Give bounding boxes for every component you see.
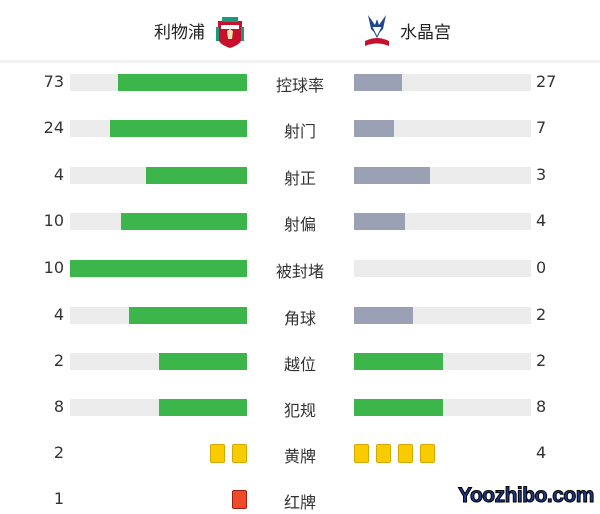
stat-row: 73 控球率 27	[0, 67, 600, 97]
home-bar-track	[70, 74, 247, 91]
stat-row: 4 射正 3	[0, 160, 600, 190]
stat-label: 角球	[283, 309, 316, 328]
yellow-card-row: 2 黄牌 4	[0, 438, 600, 468]
away-value: 2	[536, 351, 547, 370]
watermark: Yoozhibo.com	[458, 484, 595, 508]
home-bar-track	[70, 213, 247, 230]
stat-row: 10 被封堵 0	[0, 253, 600, 283]
match-header: 利物浦 水晶宫	[0, 0, 600, 63]
stat-row: 24 射门 7	[0, 113, 600, 143]
away-bar-track	[354, 307, 531, 324]
stat-row: 4 角球 2	[0, 300, 600, 330]
away-bar-fill	[354, 307, 413, 324]
away-value: 27	[536, 72, 557, 91]
home-value: 24	[43, 118, 64, 137]
away-value: 3	[536, 165, 547, 184]
stat-label: 射门	[283, 122, 316, 141]
away-value: 4	[536, 211, 547, 230]
crystal-palace-crest-icon	[365, 15, 389, 46]
home-value: 2	[53, 443, 64, 462]
stat-row: 8 犯规 8	[0, 392, 600, 422]
away-bar-track	[354, 167, 531, 184]
stat-label: 黄牌	[283, 447, 316, 466]
away-bar-fill	[354, 74, 402, 91]
away-value: 7	[536, 118, 547, 137]
home-value: 8	[53, 397, 64, 416]
away-bar-track	[354, 120, 531, 137]
stat-label: 射正	[283, 169, 316, 188]
home-bar-fill	[158, 353, 247, 370]
home-bar-track	[70, 260, 247, 277]
stat-label: 犯规	[283, 401, 316, 420]
home-value: 10	[43, 211, 64, 230]
stat-row: 2 越位 2	[0, 346, 600, 376]
home-bar-fill	[70, 260, 247, 277]
yellow-card-icon	[376, 444, 391, 463]
away-bar-track	[354, 399, 531, 416]
home-value: 10	[43, 258, 64, 277]
home-bar-fill	[145, 167, 247, 184]
stat-label: 越位	[283, 355, 316, 374]
away-bar-track	[354, 260, 531, 277]
away-bar-track	[354, 353, 531, 370]
away-value: 2	[536, 305, 547, 324]
away-bar-fill	[354, 399, 443, 416]
home-bar-track	[70, 353, 247, 370]
liverpool-crest-icon	[216, 17, 244, 48]
stat-row: 10 射偏 4	[0, 206, 600, 236]
home-bar-track	[70, 120, 247, 137]
home-bar-fill	[158, 399, 247, 416]
red-card-icon	[232, 490, 247, 509]
away-value: 8	[536, 397, 547, 416]
away-bar-fill	[354, 167, 430, 184]
stat-label: 被封堵	[275, 262, 324, 281]
home-bar-fill	[117, 74, 247, 91]
yellow-card-icon	[354, 444, 369, 463]
away-bar-fill	[354, 120, 394, 137]
away-bar-fill	[354, 353, 443, 370]
stat-label: 红牌	[283, 493, 316, 512]
stat-label: 控球率	[275, 76, 324, 95]
away-team-name: 水晶宫	[400, 23, 451, 43]
home-bar-fill	[120, 213, 247, 230]
yellow-card-icon	[420, 444, 435, 463]
away-bar-track	[354, 74, 531, 91]
home-value: 4	[53, 165, 64, 184]
yellow-card-icon	[398, 444, 413, 463]
stat-label: 射偏	[283, 215, 316, 234]
home-value: 73	[43, 72, 64, 91]
home-bar-track	[70, 307, 247, 324]
home-value: 2	[53, 351, 64, 370]
home-bar-track	[70, 167, 247, 184]
yellow-card-icon	[210, 444, 225, 463]
away-value: 0	[536, 258, 547, 277]
red-card-row: 1 红牌	[0, 484, 600, 514]
home-team-name: 利物浦	[154, 23, 205, 43]
home-bar-track	[70, 399, 247, 416]
home-value: 1	[53, 489, 64, 508]
away-value: 4	[536, 443, 547, 462]
away-bar-fill	[354, 213, 405, 230]
home-value: 4	[53, 305, 64, 324]
home-bar-fill	[109, 120, 247, 137]
away-bar-track	[354, 213, 531, 230]
home-bar-fill	[129, 307, 247, 324]
yellow-card-icon	[232, 444, 247, 463]
